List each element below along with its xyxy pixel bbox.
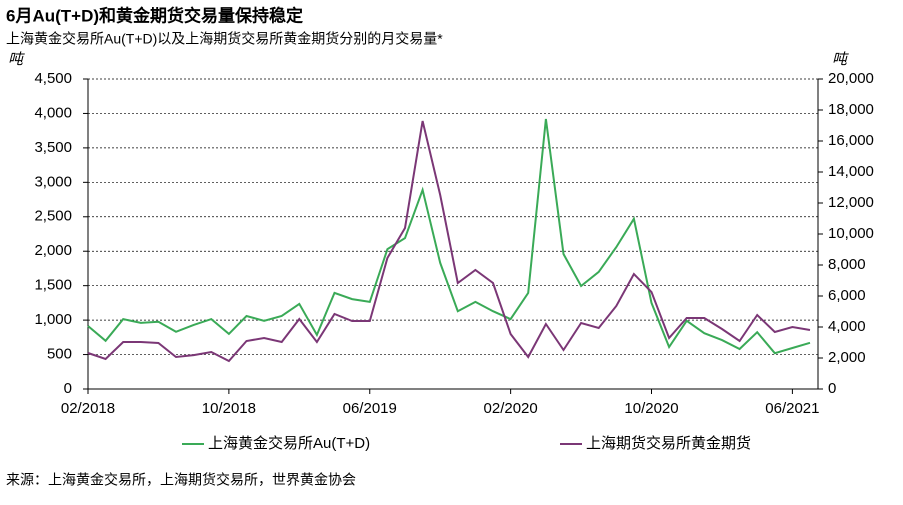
y2-tick-label: 18,000 bbox=[828, 101, 874, 118]
y-tick-label: 4,500 bbox=[34, 70, 72, 87]
y-tick-label: 1,000 bbox=[34, 311, 72, 328]
y-tick-label: 2,500 bbox=[34, 208, 72, 225]
chart-title: 6月Au(T+D)和黄金期货交易量保持稳定 bbox=[6, 5, 303, 25]
y2-axis-unit: 吨 bbox=[832, 51, 849, 68]
x-tick-label: 06/2021 bbox=[765, 400, 819, 417]
x-tick-label: 10/2020 bbox=[624, 400, 678, 417]
legend-label: 上海黄金交易所Au(T+D) bbox=[208, 434, 370, 452]
y-tick-label: 1,500 bbox=[34, 277, 72, 294]
y2-tick-label: 4,000 bbox=[828, 318, 866, 335]
y-tick-label: 500 bbox=[47, 346, 72, 363]
y2-tick-label: 8,000 bbox=[828, 256, 866, 273]
y2-tick-label: 0 bbox=[828, 380, 836, 397]
chart-subtitle: 上海黄金交易所Au(T+D)以及上海期货交易所黄金期货分别的月交易量* bbox=[6, 31, 443, 47]
y2-tick-label: 20,000 bbox=[828, 70, 874, 87]
x-tick-label: 10/2018 bbox=[202, 400, 256, 417]
y-tick-label: 3,000 bbox=[34, 173, 72, 190]
y2-tick-label: 14,000 bbox=[828, 163, 874, 180]
x-tick-label: 02/2018 bbox=[61, 400, 115, 417]
y2-tick-label: 2,000 bbox=[828, 349, 866, 366]
y2-tick-label: 6,000 bbox=[828, 287, 866, 304]
y-tick-label: 3,500 bbox=[34, 139, 72, 156]
source-note: 来源：上海黄金交易所，上海期货交易所，世界黄金协会 bbox=[6, 472, 356, 488]
y-tick-label: 2,000 bbox=[34, 242, 72, 259]
y-tick-label: 4,000 bbox=[34, 104, 72, 121]
y2-tick-label: 12,000 bbox=[828, 194, 874, 211]
y2-tick-label: 16,000 bbox=[828, 132, 874, 149]
x-tick-label: 02/2020 bbox=[484, 400, 538, 417]
y2-tick-label: 10,000 bbox=[828, 225, 874, 242]
y-axis-unit: 吨 bbox=[8, 51, 25, 68]
series-line bbox=[87, 120, 811, 363]
y-tick-label: 0 bbox=[64, 380, 72, 397]
x-tick-label: 06/2019 bbox=[343, 400, 397, 417]
legend-label: 上海期货交易所黄金期货 bbox=[586, 434, 751, 452]
series-line bbox=[87, 118, 811, 355]
